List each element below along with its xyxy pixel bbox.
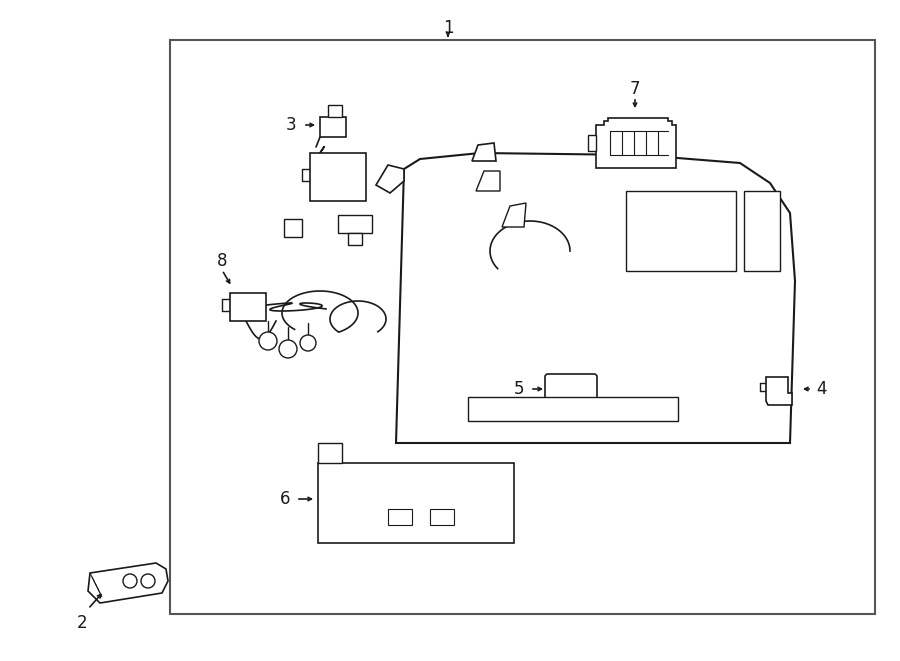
Circle shape <box>300 335 316 351</box>
Bar <box>318 443 342 463</box>
Polygon shape <box>502 203 526 227</box>
Bar <box>318 463 514 543</box>
Polygon shape <box>472 143 496 161</box>
Polygon shape <box>396 153 795 443</box>
Text: 2: 2 <box>76 614 87 632</box>
Bar <box>170 40 875 614</box>
Polygon shape <box>766 377 792 405</box>
Polygon shape <box>88 563 168 603</box>
Text: 4: 4 <box>816 380 826 398</box>
Circle shape <box>259 332 277 350</box>
Circle shape <box>123 574 137 588</box>
Text: 6: 6 <box>280 490 290 508</box>
Text: 3: 3 <box>285 116 296 134</box>
Text: 7: 7 <box>630 80 640 98</box>
Bar <box>230 293 266 321</box>
Text: 5: 5 <box>514 380 524 398</box>
Bar <box>338 215 372 233</box>
Bar <box>310 153 366 201</box>
Bar <box>284 219 302 237</box>
Bar <box>744 191 780 271</box>
Bar <box>588 135 596 151</box>
Bar <box>348 233 362 245</box>
FancyBboxPatch shape <box>545 374 597 404</box>
Bar <box>328 105 342 117</box>
Bar <box>388 509 412 525</box>
Circle shape <box>141 574 155 588</box>
Bar <box>320 117 346 137</box>
Text: 1: 1 <box>443 19 454 37</box>
Polygon shape <box>596 118 676 168</box>
Polygon shape <box>476 171 500 191</box>
Circle shape <box>279 340 297 358</box>
Bar <box>468 397 678 421</box>
Polygon shape <box>376 165 404 193</box>
Bar <box>626 191 736 271</box>
Bar <box>430 509 454 525</box>
Text: 8: 8 <box>217 252 227 270</box>
